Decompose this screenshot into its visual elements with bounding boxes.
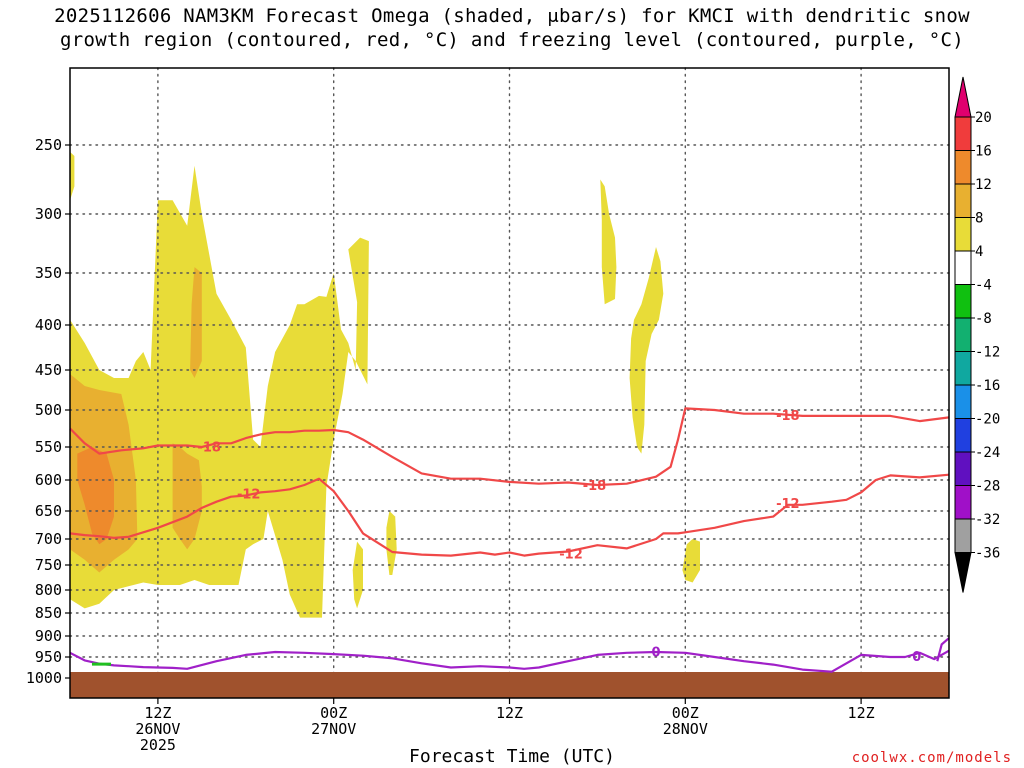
y-tick-label: 500 [35,401,62,419]
gridlines [69,67,950,699]
y-tick-label: 400 [35,316,62,334]
colorbar-top-triangle [954,76,972,118]
x-tick-label: 12Z [848,704,875,722]
colorbar-label: 16 [975,144,992,160]
contour-label: -12 [559,548,583,563]
colorbar-label: -16 [975,378,1000,394]
x-tick-label: 28NOV [663,720,708,738]
y-tick-label: 250 [35,136,62,154]
omega-region-6 [77,447,114,545]
y-tick-label: 1000 [26,669,62,687]
contour-line-0 [69,649,950,673]
contour-labels: -18 -12 -18 -12 -18 -12 0 0 [197,409,921,665]
x-tick-label: 12Z [496,704,523,722]
colorbar-swatch [954,183,972,218]
omega-region-10 [629,247,664,454]
y-tick-label: 900 [35,627,62,645]
contour-label: -12 [237,488,261,503]
omega-region-11 [682,539,700,583]
omega-region-8 [352,541,363,609]
y-axis: 250 300 350 400 450 500 550 600 650 700 750 800 850 9… [26,136,70,687]
colorbar-label: -20 [975,412,1000,428]
colorbar-label: -36 [975,546,1000,562]
colorbar-swatch [954,518,972,553]
y-tick-label: 450 [35,361,62,379]
credit-text[interactable]: coolwx.com/models [851,750,1012,766]
colorbar-label: -32 [975,512,1000,528]
x-tick-label: 26NOV [135,720,180,738]
chart-title-line2: growth region (contoured, red, °C) and f… [60,29,964,51]
colorbar-swatch [954,284,972,319]
colorbar-swatch [954,351,972,386]
x-tick-label: 27NOV [311,720,356,738]
contour-line-0-edge [936,637,950,662]
colorbar: 20 16 12 8 4 -4 -8 -12 -16 -20 -24 -28 -32 -36 [954,76,1000,593]
colorbar-label: 20 [975,110,992,126]
contour-label: -18 [776,409,800,424]
contour-line--18 [69,407,950,487]
colorbar-swatch [954,384,972,419]
colorbar-label: 4 [975,244,983,260]
x-tick-label: 2025 [140,736,176,754]
y-tick-label: 650 [35,502,62,520]
colorbar-swatch [954,418,972,453]
colorbar-label: 8 [975,211,983,227]
colorbar-swatch [954,217,972,252]
omega-region-1 [70,165,369,618]
omega-region-7 [386,511,397,575]
colorbar-swatch [954,150,972,185]
y-tick-label: 800 [35,581,62,599]
y-tick-label: 850 [35,604,62,622]
colorbar-swatch [954,116,972,151]
y-tick-label: 300 [35,205,62,223]
omega-region-5 [190,267,202,378]
colorbar-label: -4 [975,278,992,294]
contour-label: 0 [651,646,660,661]
colorbar-swatch [954,451,972,486]
y-tick-label: 600 [35,471,62,489]
y-tick-label: 950 [35,648,62,666]
omega-region-9 [600,179,617,305]
omega-shading [70,151,700,618]
colorbar-swatch [954,317,972,352]
colorbar-label: -8 [975,311,992,327]
contour-lines [69,407,950,673]
colorbar-swatch [954,250,972,285]
contour-label: -18 [197,440,221,455]
y-tick-label: 700 [35,530,62,548]
x-tick-label: 12Z [144,704,171,722]
omega-region-4 [172,443,202,550]
y-tick-label: 350 [35,264,62,282]
ground-fill [70,672,949,698]
contour-label: -12 [776,497,800,512]
x-tick-label: 00Z [320,704,347,722]
x-tick-label: 00Z [672,704,699,722]
colorbar-label: -28 [975,479,1000,495]
colorbar-label: -12 [975,345,1000,361]
x-axis-title: Forecast Time (UTC) [409,746,615,767]
chart-title: 2025112606 NAM3KM Forecast Omega (shaded… [0,4,1024,52]
omega-region-2 [70,151,75,201]
y-tick-label: 550 [35,438,62,456]
y-tick-label: 750 [35,556,62,574]
colorbar-swatch [954,485,972,520]
colorbar-bottom-triangle [954,552,972,593]
chart-title-line1: 2025112606 NAM3KM Forecast Omega (shaded… [54,5,970,27]
colorbar-label: -24 [975,445,1000,461]
ground-layer [70,672,949,698]
contour-line--12 [69,473,950,557]
contour-label: 0 [912,650,921,665]
contour-label: -18 [583,479,607,494]
colorbar-label: 12 [975,177,992,193]
